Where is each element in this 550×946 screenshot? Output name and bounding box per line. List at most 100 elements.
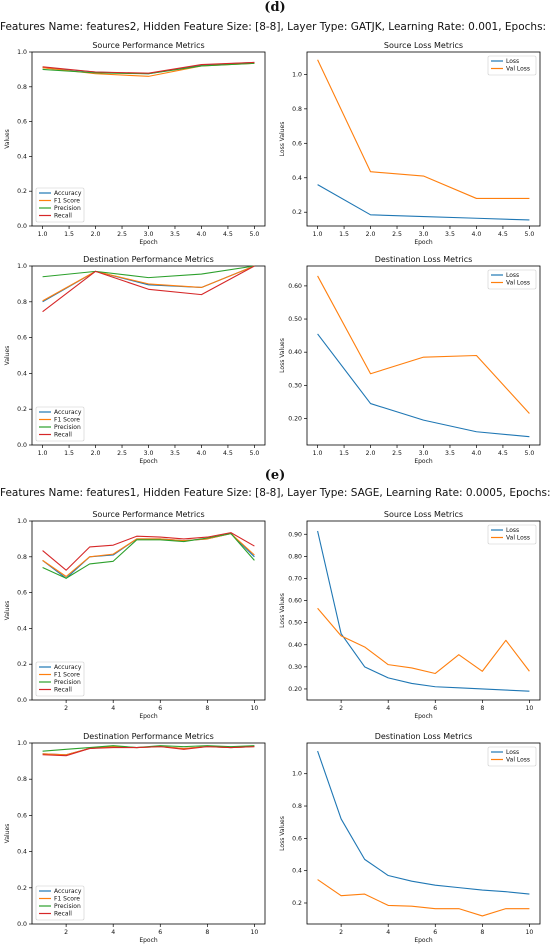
x-tick-label: 5.0 <box>524 231 534 238</box>
x-tick-label: 1.0 <box>313 450 323 457</box>
x-tick-label: 2.0 <box>91 231 101 238</box>
chart-d-destination-performance: Destination Performance Metrics 1.0 1.5 2.0… <box>4 255 266 465</box>
y-tick-label: 0.0 <box>17 223 27 230</box>
x-tick-label: 4 <box>111 705 115 712</box>
x-tick-label: 1.0 <box>38 231 48 238</box>
x-tick-label: 2.0 <box>366 231 376 238</box>
x-tick-label: 4.5 <box>223 231 233 238</box>
x-tick-label: 4.5 <box>498 231 508 238</box>
legend-label-f1-score: F1 Score <box>54 672 80 679</box>
plot-title: Source Loss Metrics <box>384 510 463 519</box>
y-tick-label: 0.30 <box>288 664 302 671</box>
y-tick-label: 0.6 <box>292 835 302 842</box>
x-tick-label: 8 <box>480 705 484 712</box>
plot-title: Destination Performance Metrics <box>83 255 214 264</box>
x-tick-label: 4.0 <box>197 231 207 238</box>
panel-label-e: (e) <box>264 468 286 483</box>
legend-label-loss: Loss <box>506 58 519 65</box>
y-tick-label: 0.4 <box>17 153 27 160</box>
y-tick-label: 0.60 <box>288 283 302 290</box>
y-tick-label: 0.0 <box>17 442 27 449</box>
y-tick-label: 0.6 <box>17 119 27 126</box>
y-tick-label: 1.0 <box>17 263 27 270</box>
x-tick-label: 5.0 <box>249 450 259 457</box>
legend-label-accuracy: Accuracy <box>54 409 82 416</box>
y-tick-label: 0.4 <box>17 370 27 377</box>
legend-label-val-loss: Val Loss <box>506 66 530 73</box>
x-tick-label: 5.0 <box>249 231 259 238</box>
x-tick-label: 10 <box>525 705 533 712</box>
x-axis-label: Epoch <box>139 713 158 720</box>
x-tick-label: 3.5 <box>445 231 455 238</box>
y-axis-label: Loss Values <box>279 816 286 851</box>
legend-label-precision: Precision <box>54 424 81 431</box>
y-tick-label: 0.0 <box>17 921 27 928</box>
series-line-recall <box>42 265 255 313</box>
plot-frame <box>306 51 541 227</box>
x-tick-label: 1.5 <box>339 450 349 457</box>
x-tick-label: 3.0 <box>144 450 154 457</box>
y-tick-label: 0.6 <box>292 140 302 147</box>
x-axis-label: Epoch <box>139 937 158 944</box>
legend-label-recall: Recall <box>54 687 72 694</box>
y-axis-label: Values <box>4 601 11 621</box>
chart-d-destination-loss: Destination Loss Metrics 1.0 1.5 2.0 2.5 3.0 3… <box>279 255 541 465</box>
y-tick-label: 0.8 <box>292 106 302 113</box>
x-tick-label: 4 <box>111 929 115 936</box>
series-line-recall <box>42 61 255 74</box>
y-tick-label: 0.2 <box>292 209 302 216</box>
y-tick-label: 0.2 <box>17 885 27 892</box>
y-tick-label: 0.20 <box>288 415 302 422</box>
x-tick-label: 6 <box>433 929 437 936</box>
legend-label-loss: Loss <box>506 749 519 756</box>
x-tick-label: 4.0 <box>472 231 482 238</box>
x-tick-label: 3.5 <box>445 450 455 457</box>
chart-e-source-performance: Source Performance Metrics 2 4 6 8 10 0.0 0.2 0.… <box>4 510 266 720</box>
y-tick-label: 0.4 <box>292 868 302 875</box>
plot-title: Destination Loss Metrics <box>375 255 473 264</box>
legend-label-val-loss: Val Loss <box>506 280 530 287</box>
x-tick-label: 8 <box>205 705 209 712</box>
legend-box <box>35 406 85 442</box>
y-tick-label: 0.4 <box>17 849 27 856</box>
legend-box <box>35 661 85 697</box>
y-tick-label: 0.4 <box>17 625 27 632</box>
x-tick-label: 2.5 <box>117 231 127 238</box>
series-line-val-loss <box>317 59 530 199</box>
series-line-val-loss <box>317 607 530 675</box>
series-line-loss <box>317 333 530 438</box>
x-tick-label: 10 <box>250 929 258 936</box>
x-tick-label: 4.0 <box>472 450 482 457</box>
y-tick-label: 0.50 <box>288 620 302 627</box>
x-tick-label: 2 <box>339 705 343 712</box>
y-tick-label: 0.60 <box>288 598 302 605</box>
legend-box <box>35 885 85 921</box>
x-tick-label: 3.0 <box>419 231 429 238</box>
legend-label-precision: Precision <box>54 903 81 910</box>
y-tick-label: 0.50 <box>288 316 302 323</box>
legend-label-recall: Recall <box>54 213 72 220</box>
x-tick-label: 8 <box>205 929 209 936</box>
x-axis-label: Epoch <box>139 239 158 246</box>
x-axis-label: Epoch <box>414 458 433 465</box>
legend-label-accuracy: Accuracy <box>54 664 82 671</box>
y-axis-label: Loss Values <box>279 338 286 373</box>
x-tick-label: 8 <box>480 929 484 936</box>
series-line-loss <box>317 184 530 221</box>
y-tick-label: 1.0 <box>17 518 27 525</box>
y-tick-label: 0.8 <box>17 84 27 91</box>
x-tick-label: 1.5 <box>339 231 349 238</box>
x-tick-label: 10 <box>525 929 533 936</box>
x-tick-label: 6 <box>158 705 162 712</box>
plot-title: Source Performance Metrics <box>92 41 204 50</box>
y-tick-label: 1.0 <box>292 71 302 78</box>
y-tick-label: 0.4 <box>292 175 302 182</box>
series-line-f1-score <box>42 265 255 302</box>
x-tick-label: 3.0 <box>144 231 154 238</box>
y-axis-label: Loss Values <box>279 122 286 157</box>
x-tick-label: 2 <box>339 929 343 936</box>
chart-d-source-performance: Source Performance Metrics 1.0 1.5 2.0 2.5 3.… <box>4 41 266 246</box>
